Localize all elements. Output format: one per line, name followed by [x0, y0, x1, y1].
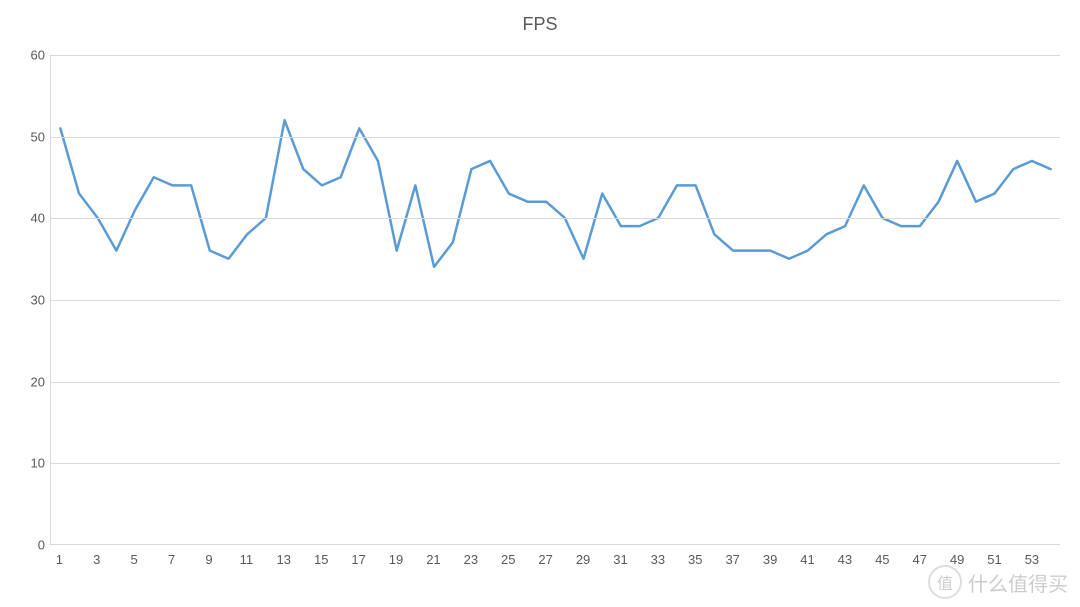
x-axis-label: 41 — [800, 552, 814, 567]
y-axis-label: 50 — [5, 129, 45, 144]
x-axis-label: 37 — [725, 552, 739, 567]
x-axis-label: 53 — [1025, 552, 1039, 567]
x-axis-label: 45 — [875, 552, 889, 567]
fps-line-series — [60, 120, 1050, 267]
gridline — [51, 55, 1060, 56]
x-axis-label: 51 — [987, 552, 1001, 567]
y-axis-label: 40 — [5, 211, 45, 226]
x-axis-label: 31 — [613, 552, 627, 567]
gridline — [51, 218, 1060, 219]
plot-area — [50, 55, 1060, 545]
y-axis-label: 10 — [5, 456, 45, 471]
x-axis-label: 23 — [464, 552, 478, 567]
x-axis-label: 11 — [240, 552, 254, 567]
x-axis-label: 43 — [838, 552, 852, 567]
gridline — [51, 463, 1060, 464]
x-axis-label: 25 — [501, 552, 515, 567]
y-axis-label: 20 — [5, 374, 45, 389]
y-axis-label: 60 — [5, 48, 45, 63]
y-axis-label: 30 — [5, 293, 45, 308]
watermark-circle-icon: 值 — [928, 565, 962, 599]
gridline — [51, 137, 1060, 138]
x-axis-label: 1 — [56, 552, 63, 567]
x-axis-label: 7 — [168, 552, 175, 567]
x-axis-label: 35 — [688, 552, 702, 567]
x-axis-label: 29 — [576, 552, 590, 567]
x-axis-label: 13 — [277, 552, 291, 567]
x-axis-label: 27 — [538, 552, 552, 567]
x-axis-label: 49 — [950, 552, 964, 567]
watermark-text: 什么值得买 — [968, 568, 1068, 597]
x-axis-label: 21 — [426, 552, 440, 567]
x-axis-label: 39 — [763, 552, 777, 567]
gridline — [51, 382, 1060, 383]
x-axis-label: 3 — [93, 552, 100, 567]
x-axis-label: 17 — [351, 552, 365, 567]
x-axis-label: 9 — [205, 552, 212, 567]
x-axis-label: 47 — [912, 552, 926, 567]
watermark: 值 什么值得买 — [928, 565, 1068, 599]
chart-title: FPS — [0, 14, 1080, 35]
y-axis-label: 0 — [5, 538, 45, 553]
x-axis-label: 19 — [389, 552, 403, 567]
gridline — [51, 300, 1060, 301]
x-axis-label: 15 — [314, 552, 328, 567]
x-axis-label: 5 — [131, 552, 138, 567]
fps-line-chart: FPS 值 什么值得买 0102030405060135791113151719… — [0, 0, 1080, 607]
x-axis-label: 33 — [651, 552, 665, 567]
